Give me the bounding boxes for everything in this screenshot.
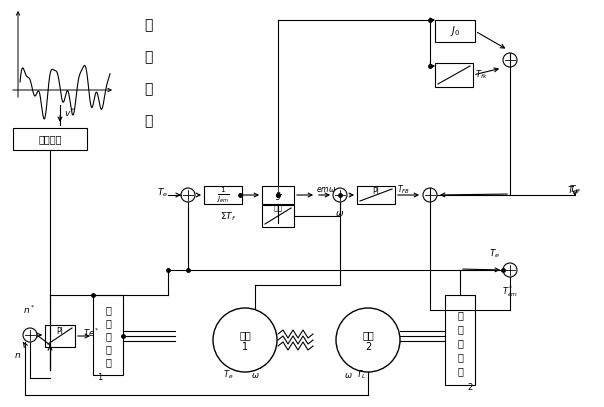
Text: 1: 1: [242, 342, 248, 352]
Text: $T_e$: $T_e$: [489, 248, 500, 260]
Text: $\frac{1}{s}$: $\frac{1}{s}$: [275, 185, 281, 205]
Text: $T_e$: $T_e$: [157, 187, 168, 199]
Text: $v^*$: $v^*$: [64, 107, 76, 119]
Text: $\Sigma T_f$: $\Sigma T_f$: [220, 211, 236, 223]
Text: 动: 动: [105, 318, 111, 328]
Text: 标: 标: [144, 50, 152, 64]
Bar: [45, 325, 75, 347]
Text: $T_{em}^*$: $T_{em}^*$: [502, 284, 518, 300]
Text: 2: 2: [365, 342, 371, 352]
Text: 1: 1: [97, 372, 103, 381]
Text: $T_{ff}$: $T_{ff}$: [567, 185, 580, 197]
Text: 速: 速: [144, 114, 152, 128]
Text: $n^*$: $n^*$: [23, 304, 35, 316]
Bar: [262, 205, 294, 227]
Text: $T_{ff}$: $T_{ff}$: [568, 184, 582, 196]
Text: $T_L$: $T_L$: [356, 369, 366, 381]
Text: 目: 目: [144, 18, 152, 32]
Text: $T_{FB}$: $T_{FB}$: [397, 184, 410, 196]
Text: $\omega$: $\omega$: [251, 370, 259, 379]
Text: 积分: 积分: [274, 204, 283, 212]
Text: 驱: 驱: [457, 310, 463, 320]
Text: 控: 控: [105, 331, 111, 341]
Text: 车: 车: [144, 82, 152, 96]
Text: $\omega$: $\omega$: [335, 208, 344, 217]
Text: 2: 2: [467, 383, 472, 392]
Text: 驱: 驱: [105, 305, 111, 315]
Text: 电机: 电机: [362, 330, 374, 340]
Text: $em\omega$: $em\omega$: [316, 186, 336, 195]
Text: 动: 动: [457, 324, 463, 334]
Text: 电机: 电机: [239, 330, 251, 340]
Bar: [13, 128, 87, 150]
Text: PI: PI: [373, 186, 379, 195]
Bar: [357, 186, 395, 204]
Bar: [204, 186, 242, 204]
Text: 控: 控: [457, 338, 463, 348]
Text: 器: 器: [105, 357, 111, 367]
Bar: [93, 295, 123, 375]
Text: PI: PI: [57, 327, 63, 336]
Text: $Te^*$: $Te^*$: [83, 327, 100, 339]
Text: $n$: $n$: [14, 350, 22, 359]
Text: $\omega$: $\omega$: [344, 370, 352, 379]
Bar: [435, 63, 473, 87]
Text: $T_e$: $T_e$: [223, 369, 233, 381]
Text: $\frac{1}{J_{em}}$: $\frac{1}{J_{em}}$: [216, 185, 230, 205]
Text: 制: 制: [105, 344, 111, 354]
Text: 速度换算: 速度换算: [38, 134, 62, 144]
Text: 器: 器: [457, 366, 463, 376]
Text: $J_0$: $J_0$: [450, 24, 460, 38]
Text: 制: 制: [457, 352, 463, 362]
Bar: [445, 295, 475, 385]
Bar: [262, 186, 294, 204]
Bar: [435, 20, 475, 42]
Text: $T_{fk}$: $T_{fk}$: [475, 69, 488, 81]
